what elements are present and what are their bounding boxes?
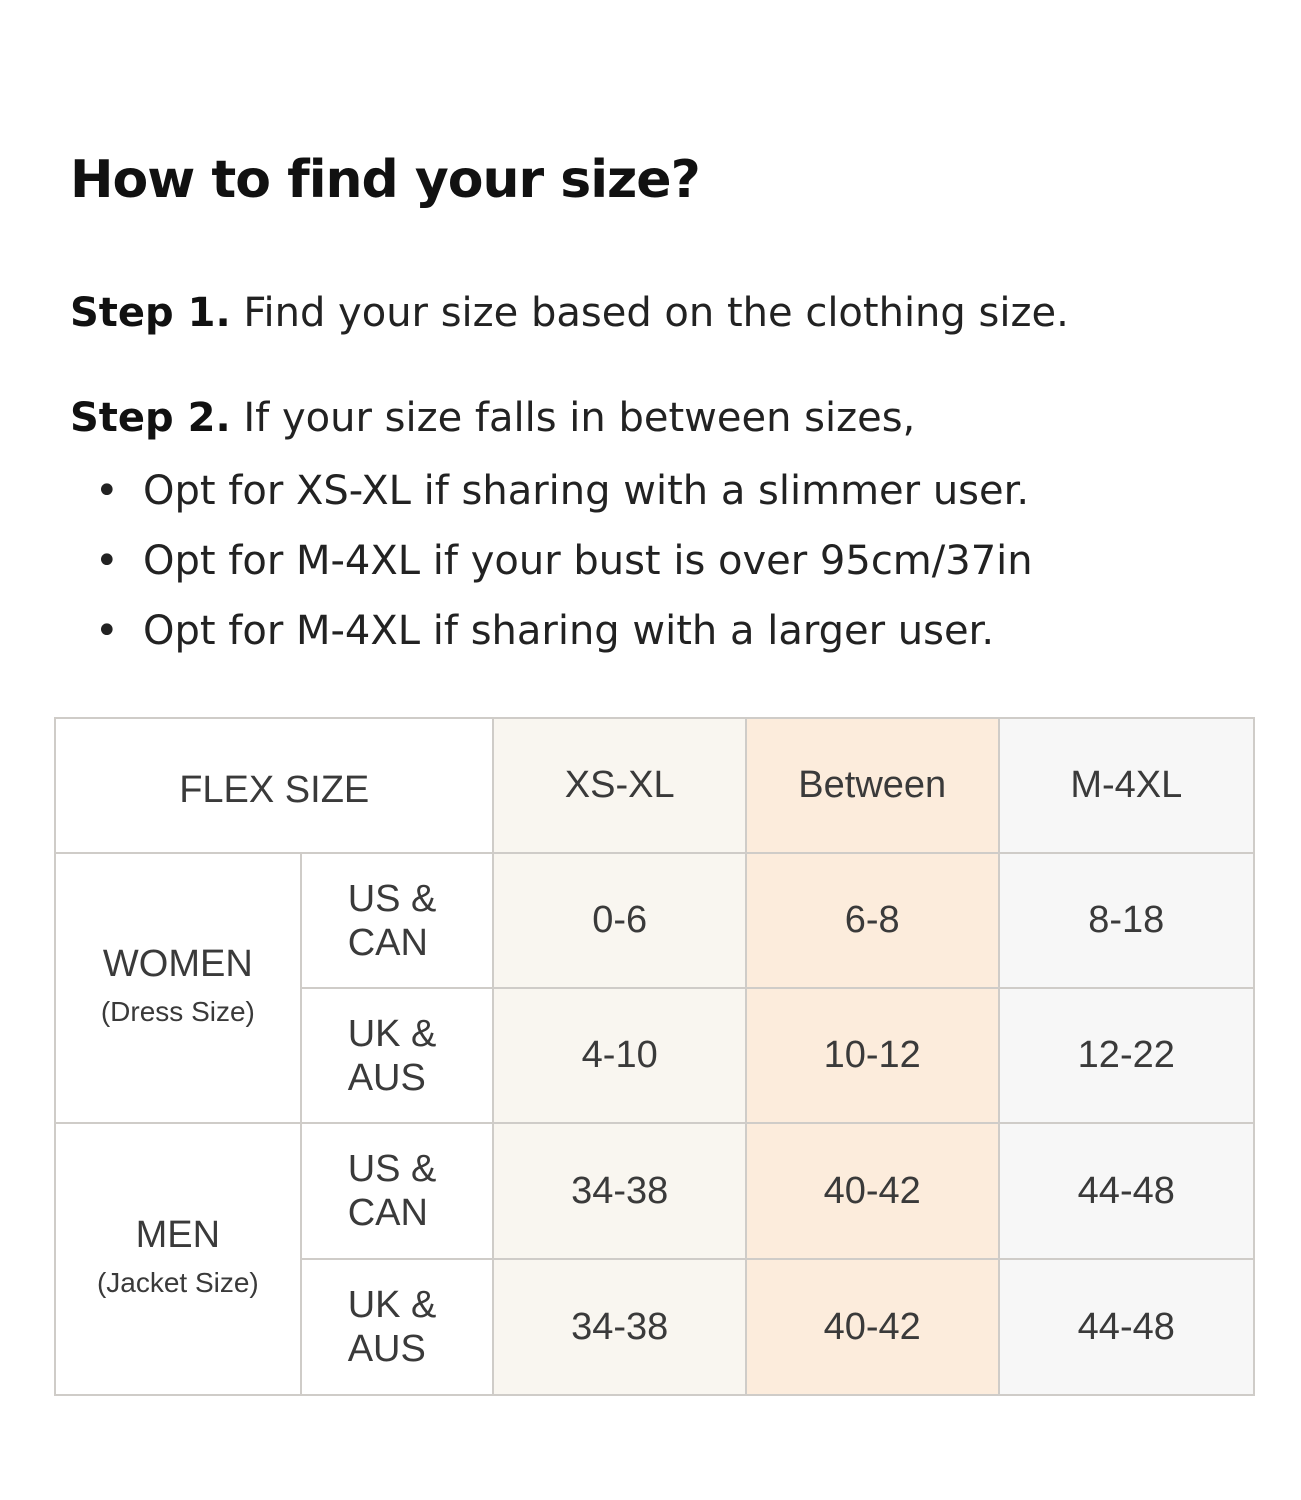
region-line: AUS — [347, 1328, 426, 1370]
bullet-item: • Opt for M-4XL if your bust is over 95cm… — [95, 532, 1033, 602]
size-cell: 12-22 — [997, 987, 1256, 1124]
table-row: UK & AUS 4-10 10-12 12-22 — [55, 987, 1256, 1124]
step-1-text: Find your size based on the clothing siz… — [243, 290, 1069, 336]
region-line: US & — [347, 877, 437, 920]
bullet-icon: • — [95, 468, 119, 514]
group-sub: (Dress Size) — [100, 996, 255, 1027]
size-chart-table: FLEX SIZE XS-XL Between M-4XL WOMEN (Dres… — [53, 717, 1256, 1396]
flex-size-header: FLEX SIZE — [53, 717, 495, 854]
region-cell: UK & AUS — [299, 1258, 495, 1396]
bullet-icon: • — [95, 608, 119, 654]
step-2: Step 2. If your size falls in between si… — [70, 395, 915, 441]
table-row: UK & AUS 34-38 40-42 44-48 — [55, 1258, 1256, 1396]
size-cell: 34-38 — [492, 1122, 747, 1260]
size-cell: 44-48 — [997, 1122, 1256, 1260]
step-1-label: Step 1. — [70, 290, 231, 336]
size-cell: 8-18 — [997, 852, 1256, 989]
bullet-text: Opt for M-4XL if sharing with a larger u… — [143, 608, 995, 654]
table-row: WOMEN (Dress Size) US & CAN 0-6 6-8 8-18 — [54, 852, 1256, 1124]
column-header-xs-xl: XS-XL — [492, 717, 747, 854]
size-cell: 40-42 — [744, 1122, 1000, 1260]
size-cell: 44-48 — [997, 1258, 1256, 1396]
group-sub: (Jacket Size) — [96, 1267, 259, 1298]
size-cell: 10-12 — [744, 987, 1000, 1124]
bullet-item: • Opt for M-4XL if sharing with a larger … — [95, 602, 1033, 672]
group-women: WOMEN (Dress Size) — [54, 852, 302, 1124]
step-2-text: If your size falls in between sizes, — [243, 395, 916, 441]
region-cell: US & CAN — [299, 852, 495, 989]
size-cell: 0-6 — [492, 852, 747, 989]
region-line: UK & — [347, 1012, 437, 1055]
group-name: MEN — [135, 1214, 221, 1256]
region-cell: UK & AUS — [299, 987, 495, 1124]
size-cell: 6-8 — [744, 852, 1000, 989]
size-cell: 4-10 — [492, 987, 747, 1124]
bullet-item: • Opt for XS-XL if sharing with a slimmer… — [95, 462, 1033, 532]
size-cell: 40-42 — [744, 1258, 1000, 1396]
group-men: MEN (Jacket Size) — [54, 1122, 302, 1396]
bullet-text: Opt for XS-XL if sharing with a slimmer … — [143, 468, 1030, 514]
table-row: MEN (Jacket Size) US & CAN 34-38 40-42 44-… — [54, 1122, 1256, 1396]
column-header-m-4xl: M-4XL — [997, 717, 1256, 854]
bullet-icon: • — [95, 538, 119, 584]
region-cell: US & CAN — [299, 1122, 495, 1260]
step-2-bullets: • Opt for XS-XL if sharing with a slimmer… — [95, 462, 1033, 672]
size-cell: 34-38 — [492, 1258, 747, 1396]
region-line: CAN — [347, 1192, 428, 1234]
step-1: Step 1. Find your size based on the clot… — [70, 290, 1069, 336]
column-header-between: Between — [744, 717, 1000, 854]
bullet-text: Opt for M-4XL if your bust is over 95cm/… — [143, 538, 1033, 584]
group-name: WOMEN — [102, 943, 253, 985]
page-title: How to find your size? — [70, 150, 701, 210]
header-row: FLEX SIZE XS-XL Between M-4XL — [53, 717, 1256, 854]
region-line: UK & — [347, 1284, 437, 1326]
region-line: CAN — [347, 921, 428, 964]
region-line: US & — [347, 1148, 437, 1190]
region-line: AUS — [347, 1056, 426, 1099]
step-2-label: Step 2. — [70, 395, 231, 441]
